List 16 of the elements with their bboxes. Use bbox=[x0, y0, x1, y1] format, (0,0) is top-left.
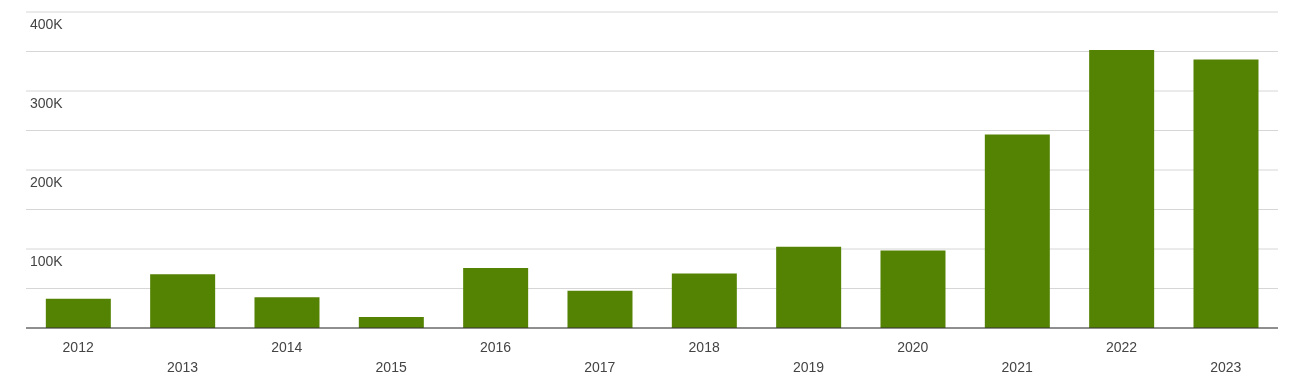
y-tick-label: 200K bbox=[30, 174, 64, 190]
x-tick-label: 2017 bbox=[584, 359, 616, 375]
x-tick-label: 2022 bbox=[1105, 339, 1138, 355]
x-tick-label: 2013 bbox=[166, 359, 199, 375]
y-tick-label: 100K bbox=[30, 253, 64, 269]
x-tick-label: 2012 bbox=[62, 339, 94, 355]
x-tick-label: 2019 bbox=[792, 359, 825, 375]
x-tick-label: 2020 bbox=[897, 339, 929, 355]
x-tick-label: 2023 bbox=[1210, 359, 1242, 375]
x-tick-label: 2015 bbox=[375, 359, 407, 375]
y-tick-label: 400K bbox=[30, 16, 64, 32]
x-tick-label: 2018 bbox=[688, 339, 720, 355]
x-tick-label: 2021 bbox=[1001, 359, 1033, 375]
x-tick-label: 2014 bbox=[271, 339, 303, 355]
y-tick-label: 300K bbox=[30, 95, 64, 111]
x-tick-label: 2016 bbox=[479, 339, 512, 355]
